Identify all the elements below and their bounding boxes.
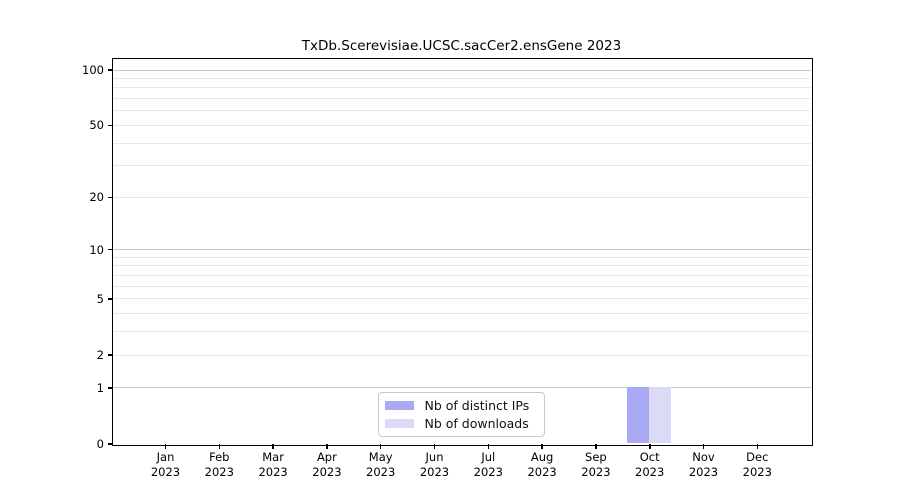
y-tick-label-10: 10 <box>89 242 104 257</box>
gridline-minor-70 <box>112 98 811 100</box>
x-tick-label-Jun: Jun 2023 <box>419 450 450 479</box>
x-tick-mark-Nov <box>702 444 705 449</box>
x-tick-label-May: May 2023 <box>366 450 396 479</box>
y-tick-label-0: 0 <box>96 437 104 451</box>
x-tick-mark-Jul <box>487 444 489 449</box>
y-tick-label-50: 50 <box>89 118 104 133</box>
x-tick-label-Aug: Aug 2023 <box>527 450 557 479</box>
x-tick-label-Apr: Apr 2023 <box>312 450 342 479</box>
plot-area <box>111 57 813 446</box>
y-tick-mark-1 <box>108 387 113 389</box>
gridline-minor-5 <box>112 298 811 300</box>
x-tick-label-Jan: Jan 2023 <box>150 450 181 479</box>
gridline-minor-50 <box>112 124 811 126</box>
legend-swatch-distinct-ips <box>384 400 414 410</box>
gridline-major-1 <box>112 387 811 389</box>
gridline-minor-8 <box>112 265 811 267</box>
gridline-minor-40 <box>112 142 811 144</box>
x-tick-mark-Jan <box>164 444 167 449</box>
x-tick-mark-Apr <box>326 444 328 449</box>
gridline-minor-3 <box>112 331 811 333</box>
x-tick-mark-Dec <box>756 444 758 449</box>
gridline-minor-9 <box>112 256 811 258</box>
x-tick-label-Oct: Oct 2023 <box>635 450 665 479</box>
legend-item-downloads: Nb of downloads <box>384 415 536 431</box>
legend-swatch-downloads <box>384 418 414 428</box>
gridline-minor-30 <box>112 165 811 167</box>
gridline-minor-2 <box>112 354 811 356</box>
gridline-minor-7 <box>112 275 811 276</box>
x-tick-mark-May <box>379 444 382 449</box>
x-tick-mark-Feb <box>218 444 221 449</box>
gridline-minor-4 <box>112 313 811 315</box>
x-tick-mark-Oct <box>649 444 651 449</box>
y-tick-mark-50 <box>108 124 113 127</box>
x-tick-label-Nov: Nov 2023 <box>688 450 719 479</box>
y-tick-mark-100 <box>108 69 113 71</box>
gridline-minor-20 <box>112 196 811 198</box>
x-tick-label-Jul: Jul 2023 <box>473 450 503 479</box>
x-tick-mark-Aug <box>541 444 543 449</box>
x-tick-label-Mar: Mar 2023 <box>258 450 288 479</box>
chart-title: TxDb.Scerevisiae.UCSC.sacCer2.ensGene 20… <box>301 38 622 54</box>
bar-downloads-Oct <box>649 387 671 444</box>
y-tick-label-100: 100 <box>82 63 104 77</box>
legend: Nb of distinct IPs Nb of downloads <box>377 391 545 437</box>
gridline-major-100 <box>112 69 811 71</box>
legend-label-downloads: Nb of downloads <box>424 415 529 431</box>
x-tick-mark-Mar <box>272 444 274 449</box>
y-tick-label-20: 20 <box>89 190 104 205</box>
y-tick-mark-20 <box>108 196 113 198</box>
y-tick-label-2: 2 <box>96 348 104 362</box>
y-tick-mark-10 <box>108 248 113 251</box>
gridline-major-10 <box>112 249 811 251</box>
gridline-minor-6 <box>112 285 811 287</box>
y-tick-label-1: 1 <box>96 380 104 395</box>
x-tick-label-Feb: Feb 2023 <box>204 450 234 479</box>
y-tick-mark-5 <box>108 298 113 300</box>
x-tick-label-Sep: Sep 2023 <box>581 450 611 479</box>
x-tick-mark-Jun <box>433 444 436 449</box>
legend-item-distinct-ips: Nb of distinct IPs <box>384 397 536 413</box>
y-tick-mark-0 <box>108 443 113 445</box>
y-tick-mark-2 <box>108 354 113 356</box>
y-tick-label-5: 5 <box>96 291 104 306</box>
gridline-minor-60 <box>112 110 811 112</box>
legend-label-distinct-ips: Nb of distinct IPs <box>424 397 530 413</box>
x-tick-mark-Sep <box>595 444 597 449</box>
gridline-minor-90 <box>112 77 811 79</box>
gridline-minor-80 <box>112 87 811 89</box>
x-tick-label-Dec: Dec 2023 <box>742 450 772 479</box>
bar-distinct-ips-Oct <box>627 387 650 444</box>
